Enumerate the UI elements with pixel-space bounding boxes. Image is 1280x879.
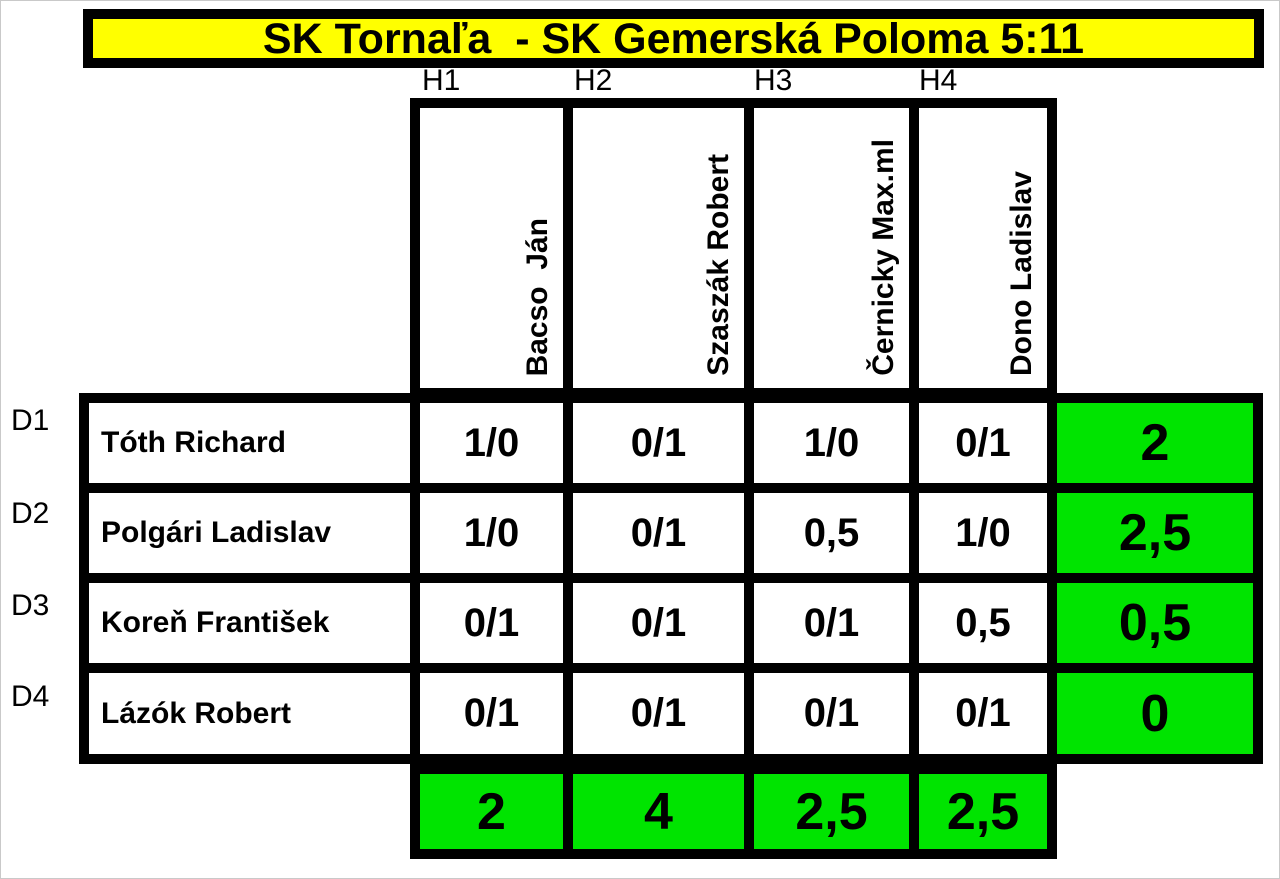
result-cell: 1/0 bbox=[415, 488, 568, 578]
result-cell: 0/1 bbox=[749, 668, 914, 759]
results-table: Tóth Richard 1/0 0/1 1/0 0/1 2 Polgári L… bbox=[79, 393, 1263, 764]
result-cell: 0/1 bbox=[914, 398, 1052, 488]
away-players-header: Bacso Ján Szaszák Robert Černicky Max.ml… bbox=[410, 98, 1057, 398]
result-cell: 0/1 bbox=[749, 578, 914, 668]
result-cell: 0,5 bbox=[914, 578, 1052, 668]
away-player-name: Dono Ladislav bbox=[1005, 170, 1038, 376]
match-title: SK Tornaľa - SK Gemerská Poloma 5:11 bbox=[262, 14, 1085, 63]
home-player-name: Koreň František bbox=[84, 578, 415, 668]
away-totals-row: 2 4 2,5 2,5 bbox=[410, 764, 1057, 859]
home-player-name: Lázók Robert bbox=[84, 668, 415, 759]
row-label-d3: D3 bbox=[11, 589, 50, 622]
result-cell: 0/1 bbox=[415, 578, 568, 668]
home-player-name: Tóth Richard bbox=[84, 398, 415, 488]
result-cell: 0/1 bbox=[568, 398, 749, 488]
away-player-cell: Bacso Ján bbox=[415, 103, 568, 393]
home-total-cell: 2 bbox=[1052, 398, 1258, 488]
board-label-h2: H2 bbox=[574, 64, 613, 97]
row-label-d1: D1 bbox=[11, 404, 50, 437]
result-cell: 1/0 bbox=[914, 488, 1052, 578]
away-player-cell: Dono Ladislav bbox=[914, 103, 1052, 393]
away-player-cell: Szaszák Robert bbox=[568, 103, 749, 393]
result-cell: 0/1 bbox=[914, 668, 1052, 759]
row-label-d2: D2 bbox=[11, 497, 50, 530]
result-cell: 0,5 bbox=[749, 488, 914, 578]
result-cell: 0/1 bbox=[415, 668, 568, 759]
home-player-name: Polgári Ladislav bbox=[84, 488, 415, 578]
result-cell: 0/1 bbox=[568, 578, 749, 668]
result-cell: 0/1 bbox=[568, 668, 749, 759]
away-player-name: Bacso Ján bbox=[521, 217, 554, 376]
home-total-cell: 0 bbox=[1052, 668, 1258, 759]
result-cell: 1/0 bbox=[415, 398, 568, 488]
home-total-cell: 0,5 bbox=[1052, 578, 1258, 668]
away-player-cell: Černicky Max.ml bbox=[749, 103, 914, 393]
away-player-name: Černicky Max.ml bbox=[867, 139, 900, 376]
home-total-cell: 2,5 bbox=[1052, 488, 1258, 578]
away-total-cell: 4 bbox=[568, 769, 749, 854]
away-total-cell: 2,5 bbox=[749, 769, 914, 854]
board-label-h4: H4 bbox=[919, 64, 958, 97]
result-cell: 1/0 bbox=[749, 398, 914, 488]
board-label-h3: H3 bbox=[754, 64, 793, 97]
away-total-cell: 2,5 bbox=[914, 769, 1052, 854]
result-cell: 0/1 bbox=[568, 488, 749, 578]
match-title-bar: SK Tornaľa - SK Gemerská Poloma 5:11 bbox=[83, 9, 1264, 68]
row-label-d4: D4 bbox=[11, 680, 50, 713]
away-player-name: Szaszák Robert bbox=[702, 154, 735, 376]
board-label-h1: H1 bbox=[422, 64, 461, 97]
away-total-cell: 2 bbox=[415, 769, 568, 854]
